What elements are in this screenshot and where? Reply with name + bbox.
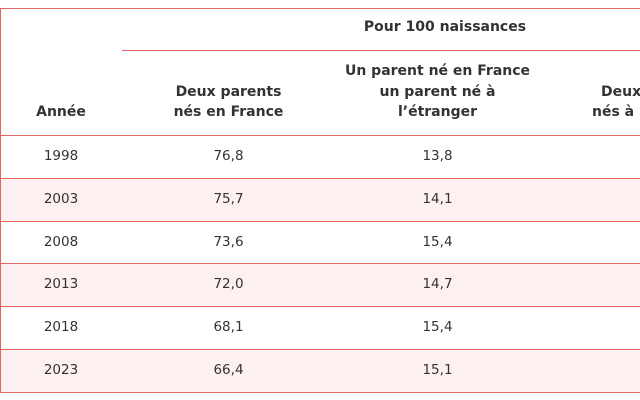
header-line [0, 135, 640, 136]
cell: 15,4 [422, 233, 453, 250]
column-header: Deux parents [175, 83, 282, 100]
cell: 15,4 [422, 319, 453, 336]
cell: 2023 [43, 362, 79, 378]
cell: 2003 [43, 190, 79, 207]
cell: 2018 [43, 319, 79, 336]
cell: 14,1 [422, 190, 453, 207]
column-header: nés en France [173, 104, 284, 120]
cell: 2008 [43, 233, 79, 250]
column-header: l’étranger [397, 104, 478, 120]
border-top [0, 8, 640, 9]
cell: 76,8 [213, 148, 244, 164]
column-header: Un parent né en France [344, 63, 531, 79]
cell: 2013 [43, 276, 79, 293]
group-line [122, 50, 640, 51]
row-line [0, 263, 640, 265]
cell: 15,1 [422, 362, 453, 378]
group-header: Pour 100 naissances [363, 19, 527, 35]
row-band [0, 349, 640, 392]
row-line [0, 177, 640, 179]
row-line [0, 349, 640, 350]
column-header: Deux [601, 83, 640, 100]
cell: 1998 [43, 148, 79, 164]
row-line [0, 391, 640, 393]
cell: 66,4 [213, 362, 244, 378]
column-header: Année [36, 104, 86, 120]
row-band [0, 177, 640, 221]
cell: 14,7 [422, 276, 453, 293]
column-header: un parent né à [379, 83, 496, 100]
row-band [0, 263, 640, 307]
cell: 13,8 [422, 148, 453, 164]
row-line [0, 306, 640, 308]
cell: 75,7 [213, 190, 244, 207]
cell: 73,6 [213, 233, 244, 250]
border-left [0, 8, 1, 392]
cell: 68,1 [213, 319, 244, 336]
cell: 72,0 [213, 276, 244, 293]
row-line [0, 220, 640, 222]
column-header: nés à l [592, 104, 640, 120]
